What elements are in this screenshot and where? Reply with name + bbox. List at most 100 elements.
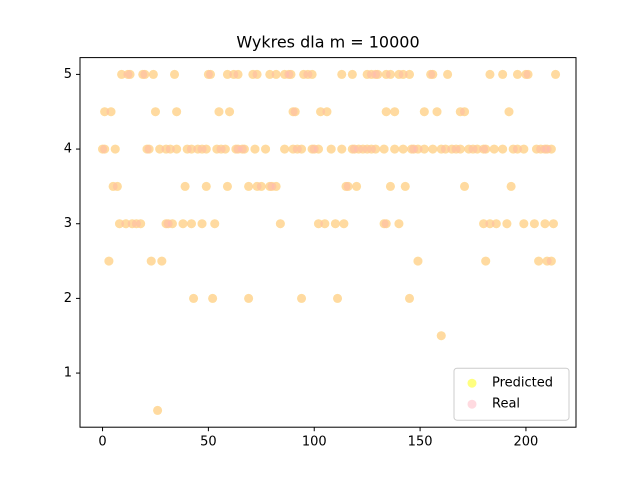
point [201,181,211,191]
point [155,144,165,154]
point [390,144,400,154]
point [381,219,391,229]
x-tick-label: 0 [98,435,106,450]
point [485,69,495,79]
x-tick-label: 200 [514,435,539,450]
point [153,405,163,415]
point [178,219,188,229]
point [150,107,160,117]
point [419,107,429,117]
point [333,293,343,303]
point [214,107,224,117]
point [180,181,190,191]
point [330,219,340,229]
point [144,144,154,154]
point [436,331,446,341]
point [460,107,470,117]
point [125,69,135,79]
point [504,107,514,117]
point [322,107,332,117]
point [428,144,438,154]
point [502,219,512,229]
x-tick-label: 100 [302,435,327,450]
point [106,107,116,117]
point [373,69,383,79]
legend-marker [467,378,477,388]
point [222,69,232,79]
point [297,144,307,154]
point [546,144,556,154]
point [280,144,290,154]
point [170,69,180,79]
point [222,181,232,191]
point [233,69,243,79]
point [206,69,216,79]
point [394,219,404,229]
x-tick-label: 150 [408,435,433,450]
point [316,107,326,117]
point [136,219,146,229]
point [413,144,423,154]
legend-label: Real [492,397,520,412]
point [481,256,491,266]
point [326,144,336,154]
point [140,69,150,79]
point [529,219,539,229]
point [313,144,323,154]
point [189,293,199,303]
legend-label: Predicted [492,376,553,391]
point [201,144,211,154]
point [398,144,408,154]
legend-box [453,367,570,421]
point [485,219,495,229]
point [413,256,423,266]
point [455,144,465,154]
point [512,144,522,154]
point [540,219,550,229]
point [250,144,260,154]
point [320,219,330,229]
point [337,144,347,154]
point [419,144,429,154]
y-tick-label: 1 [64,366,72,381]
point [371,144,381,154]
point [290,107,300,117]
point [256,181,266,191]
point [210,219,220,229]
point [265,69,275,79]
y-tick-label: 5 [64,67,72,82]
point [261,144,271,154]
point [271,181,281,191]
point [440,144,450,154]
point [347,69,357,79]
point [337,69,347,79]
point [381,107,391,117]
point [110,144,120,154]
axes-frame [79,57,577,428]
point [512,69,522,79]
point [197,219,207,229]
point [489,144,499,154]
point [297,293,307,303]
y-tick-label: 2 [64,291,72,306]
point [534,256,544,266]
point [208,293,218,303]
point [385,69,395,79]
legend-marker [467,399,477,409]
point [400,181,410,191]
point [239,144,249,154]
point [432,107,442,117]
point [385,181,395,191]
point [472,144,482,154]
point [146,256,156,266]
point [343,181,353,191]
point [220,144,230,154]
point [428,69,438,79]
y-tick-label: 4 [64,142,72,157]
point [114,219,124,229]
point [379,144,389,154]
x-tick-label: 50 [200,435,217,450]
point [104,256,114,266]
point [112,181,122,191]
